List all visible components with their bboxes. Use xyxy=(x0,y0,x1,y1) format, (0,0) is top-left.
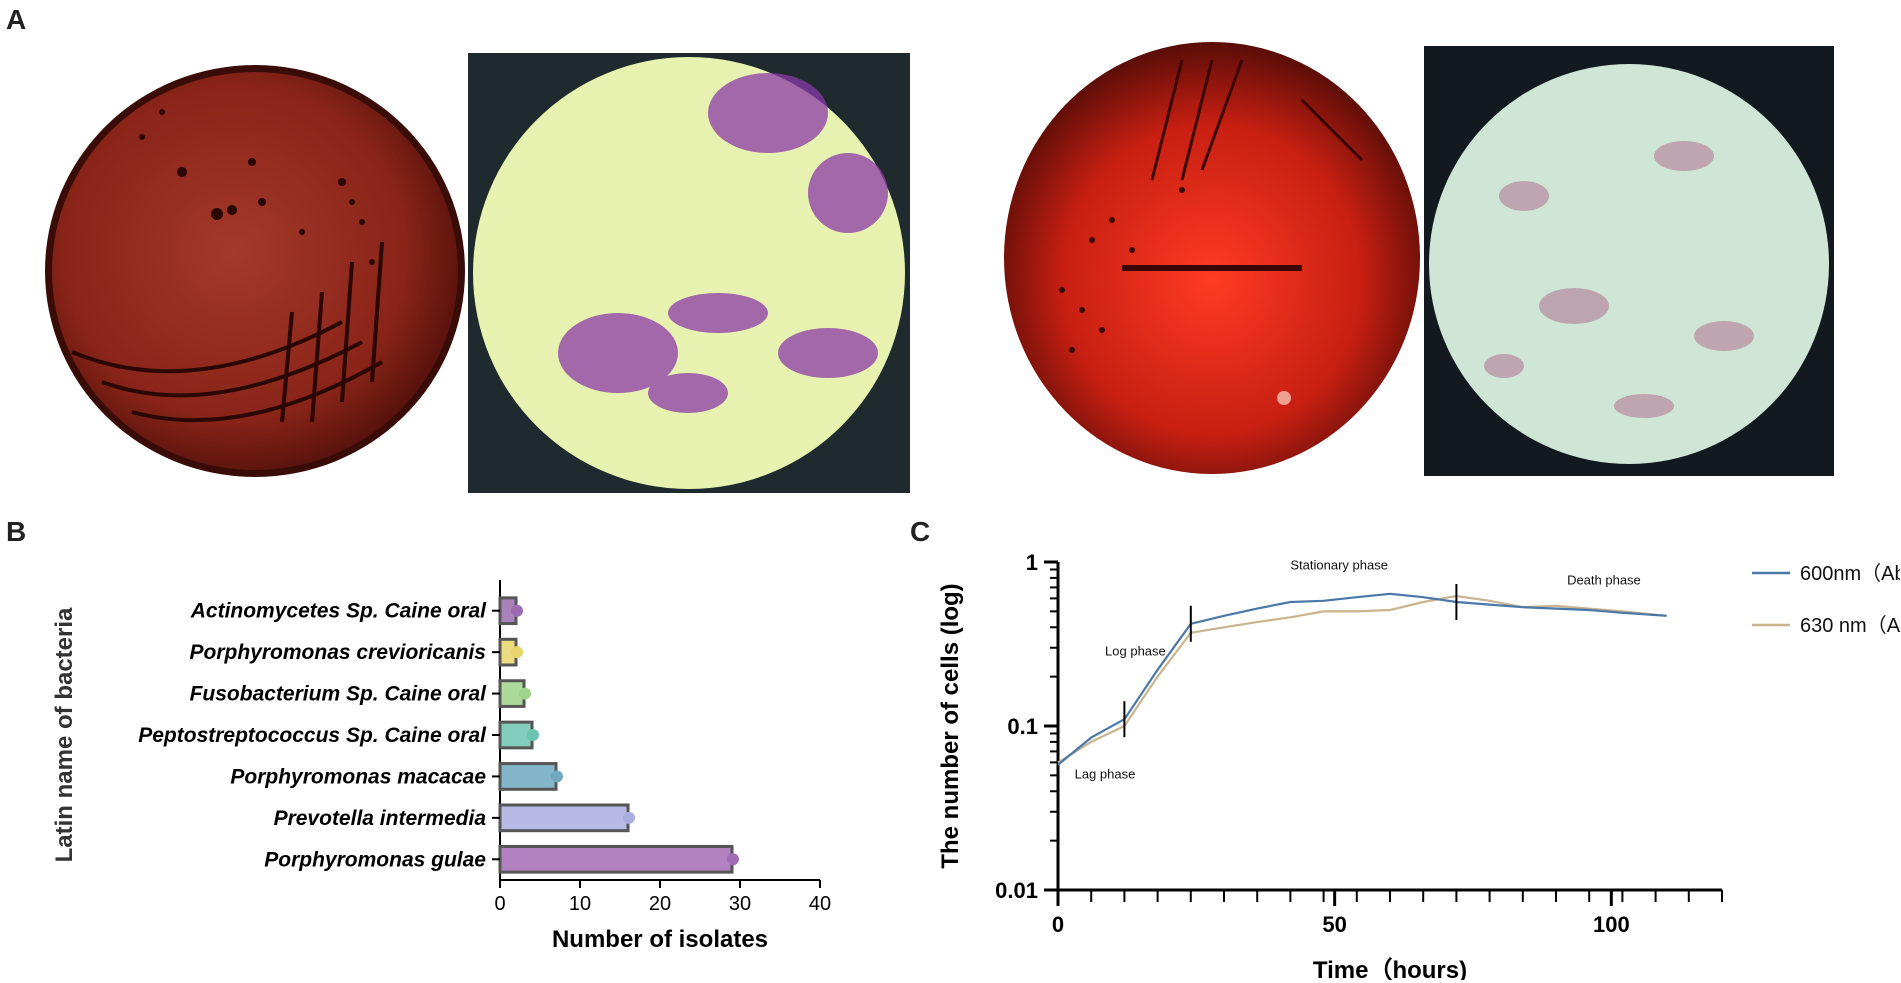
y-axis-title: Latin name of bacteria xyxy=(51,607,78,862)
x-tick-label: 10 xyxy=(569,893,591,915)
x-axis-title: Time（hours) xyxy=(1313,957,1467,980)
category-label: Porphyromonas gulae xyxy=(264,848,486,871)
bar xyxy=(498,762,558,791)
phase-annotation: Death phase xyxy=(1567,572,1641,587)
x-axis-title: Number of isolates xyxy=(552,926,768,953)
x-tick-label: 0 xyxy=(494,893,505,915)
phase-annotation: Lag phase xyxy=(1075,766,1136,781)
x-tick-label: 30 xyxy=(729,893,751,915)
data-point xyxy=(623,811,635,824)
agar-plate-2 xyxy=(1004,42,1420,474)
phase-annotation: Stationary phase xyxy=(1290,558,1388,573)
phase-annotation: Log phase xyxy=(1105,643,1166,658)
series-line-630nm xyxy=(1057,594,1667,764)
bar xyxy=(498,803,630,833)
category-label: Porphyromonas crevioricanis xyxy=(190,641,486,664)
data-point xyxy=(511,604,523,617)
panel-label-c: C xyxy=(910,516,931,547)
data-point xyxy=(511,646,523,659)
category-label: Fusobacterium Sp. Caine oral xyxy=(190,683,488,706)
series-line-600nm xyxy=(1057,592,1667,766)
agar-plate-1 xyxy=(45,65,465,477)
data-point xyxy=(551,770,563,783)
bar xyxy=(498,844,734,874)
data-point xyxy=(527,729,539,741)
x-tick-label: 100 xyxy=(1593,912,1630,937)
panel-label-a: A xyxy=(6,4,27,35)
y-tick-label: 1 xyxy=(1026,550,1038,575)
microscope-field-2 xyxy=(1424,46,1834,476)
x-tick-label: 0 xyxy=(1052,912,1064,937)
category-label: Porphyromonas macacae xyxy=(230,765,486,788)
category-label: Peptostreptococcus Sp. Caine oral xyxy=(138,724,487,747)
data-point xyxy=(727,853,739,866)
y-tick-label: 0.1 xyxy=(1007,714,1038,739)
x-tick-label: 20 xyxy=(649,893,671,915)
microscope-field-1 xyxy=(468,53,910,493)
category-label: Actinomycetes Sp. Caine oral xyxy=(190,600,487,623)
x-tick-label: 40 xyxy=(809,893,831,915)
x-tick-label: 50 xyxy=(1322,912,1346,937)
growth-curve-chart: 0 50 100 0.01 0.1 1 Lag phase Log phase Stationa… xyxy=(937,550,1900,980)
panel-label-b: B xyxy=(6,516,27,547)
y-tick-label: 0.01 xyxy=(995,878,1038,903)
legend-label: 600nm（Abs) xyxy=(1800,562,1900,585)
category-label: Prevotella intermedia xyxy=(274,807,487,830)
bar-chart: 0 10 20 30 40 Actinomycetes Sp. Caine oral Por… xyxy=(51,580,831,953)
legend-label: 630 nm（Abs) xyxy=(1800,614,1900,637)
data-point xyxy=(519,687,531,700)
y-axis-title: The number of cells (log) xyxy=(937,583,964,868)
